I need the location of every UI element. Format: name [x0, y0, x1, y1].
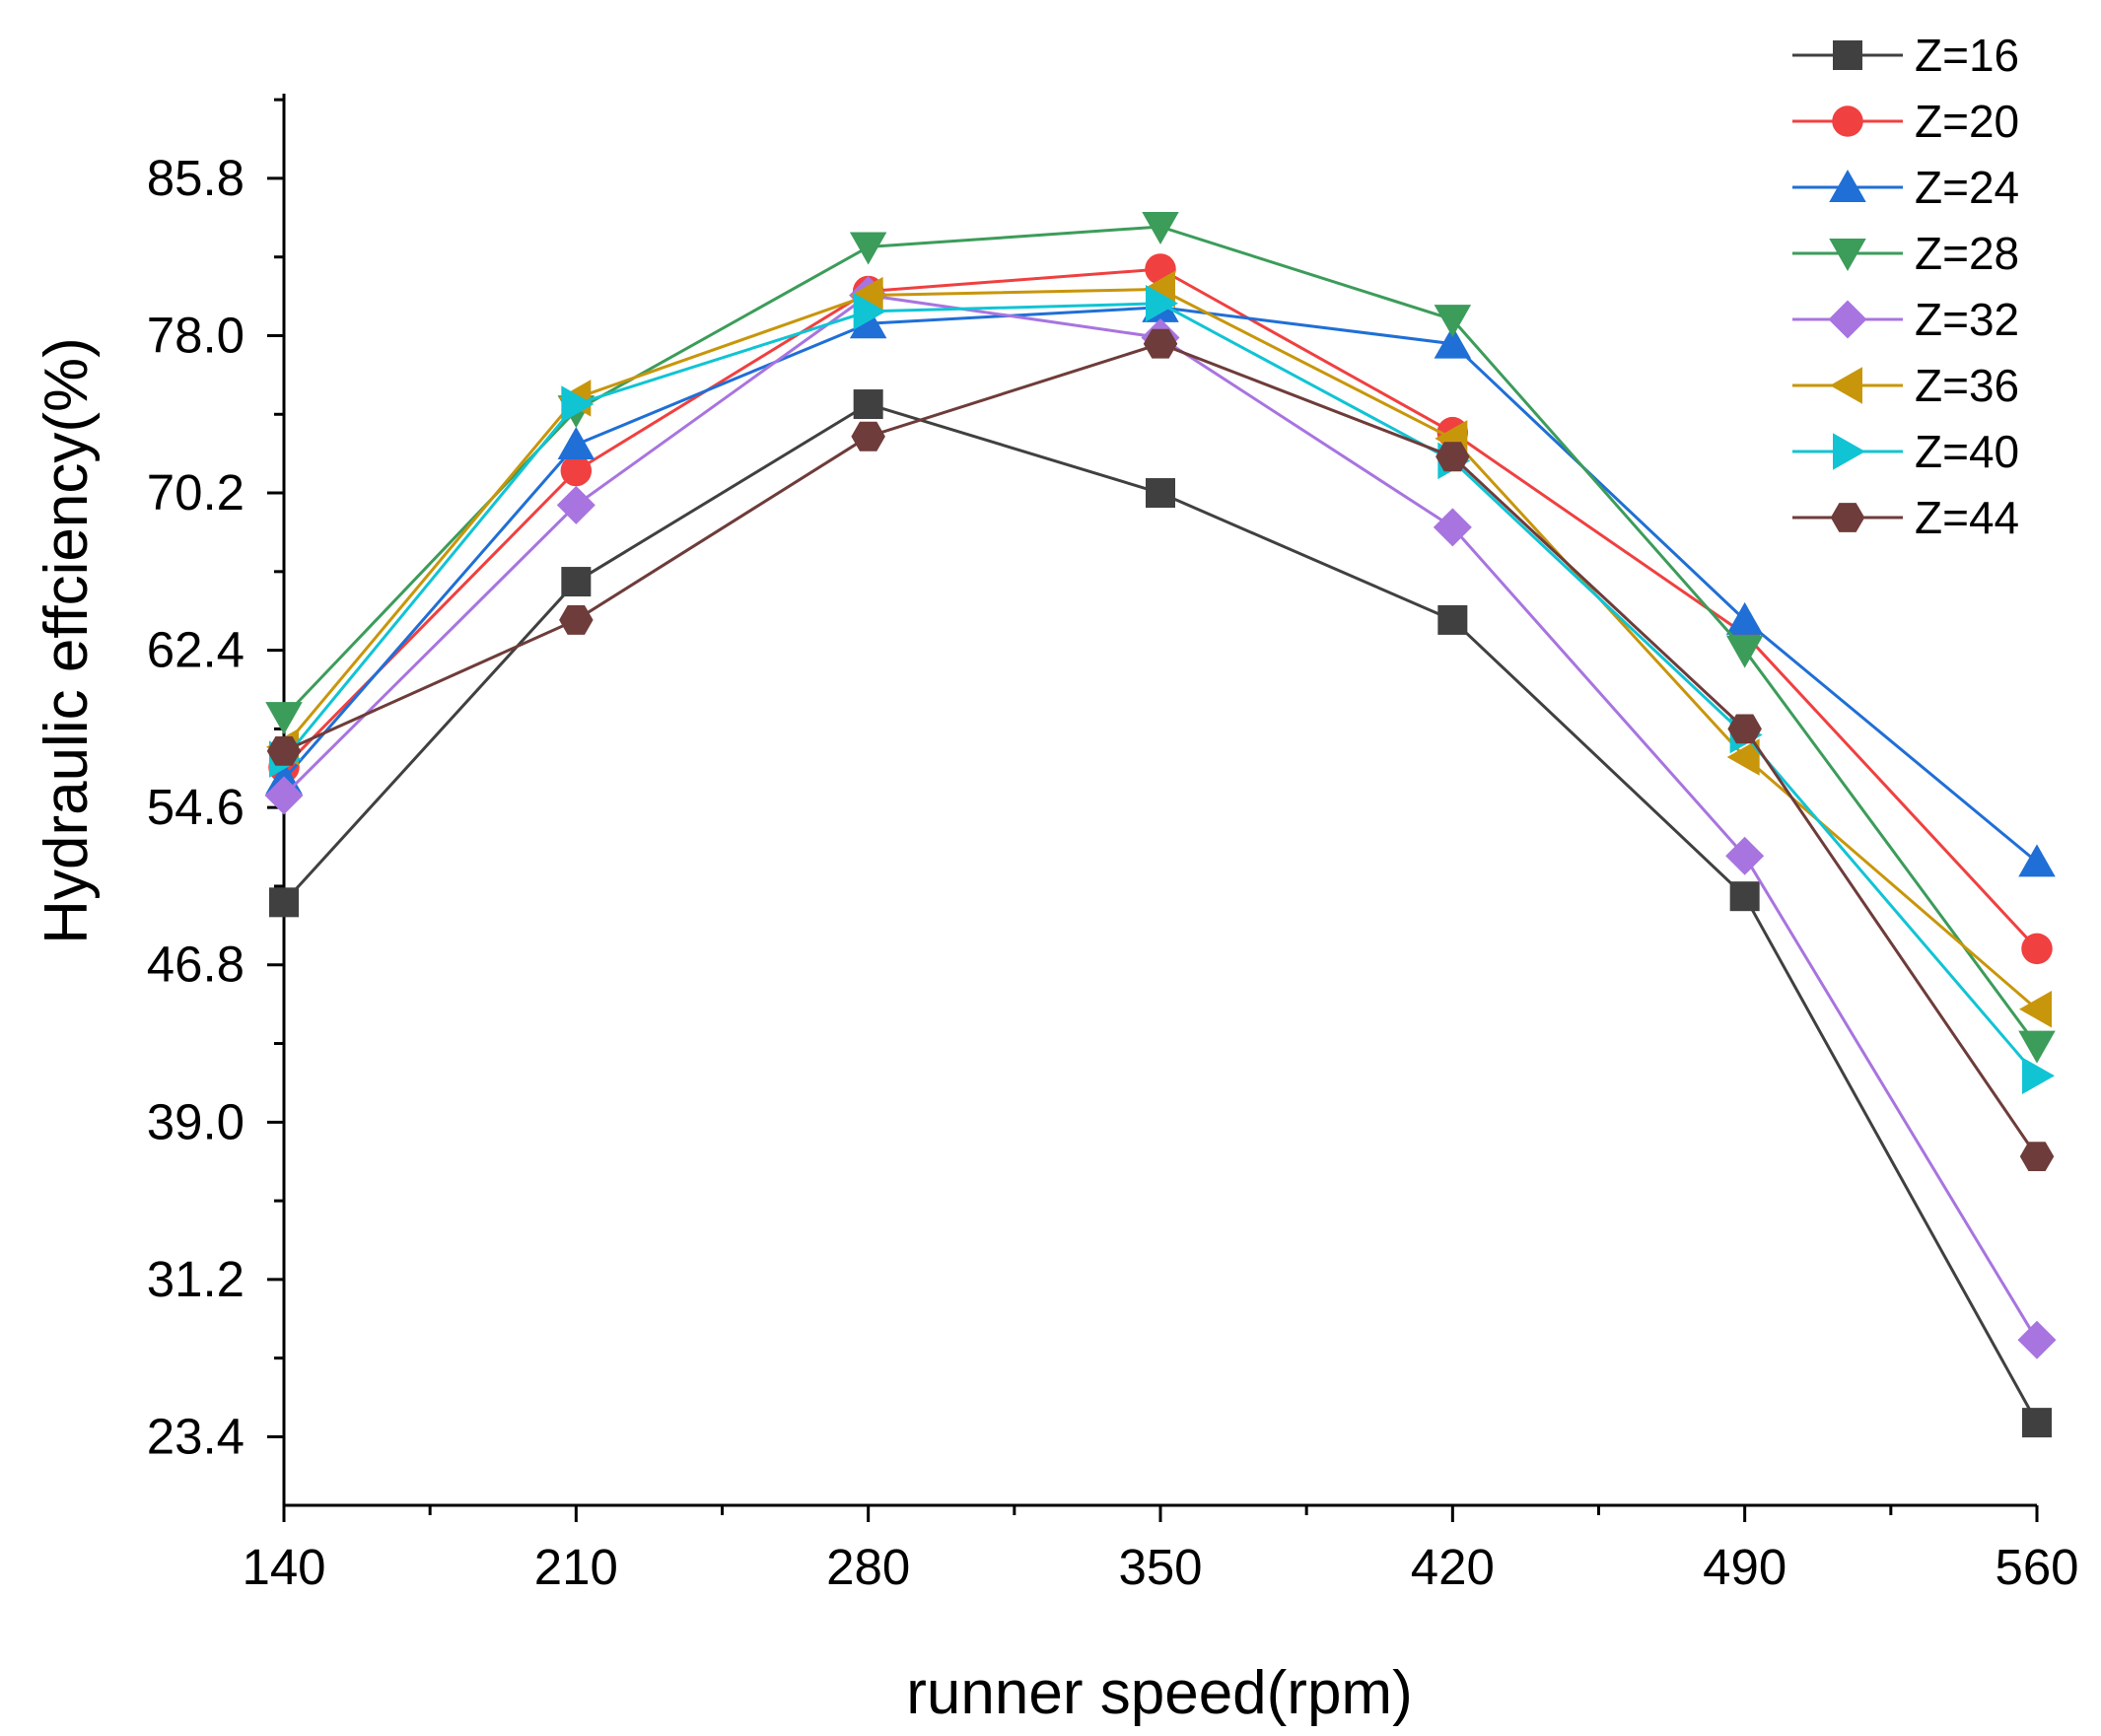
data-point — [1434, 305, 1472, 338]
legend-marker — [1832, 105, 1863, 137]
series-z-20 — [268, 253, 2053, 965]
x-tick-label: 280 — [826, 1539, 910, 1595]
data-point — [561, 385, 595, 423]
data-point — [853, 389, 883, 420]
axis-ticks: 23.4 31.2 39.0 46.8 54.6 62.4 70.2 78.0 85.8 140 2… — [147, 98, 2079, 1595]
legend-label: Z=36 — [1915, 360, 2019, 411]
legend-marker — [1829, 170, 1866, 202]
data-point — [849, 232, 887, 265]
data-point — [560, 454, 593, 487]
data-point — [266, 736, 302, 766]
legend-marker — [1830, 367, 1862, 404]
legend-label: Z=32 — [1915, 294, 2019, 345]
legend-item: Z=20 — [1792, 96, 2019, 147]
legend-item: Z=44 — [1792, 492, 2019, 543]
legend-marker — [1830, 503, 1865, 532]
data-point — [1142, 212, 1179, 245]
x-tick-label: 420 — [1411, 1539, 1495, 1595]
data-point — [1437, 604, 1468, 635]
data-point — [851, 421, 885, 451]
data-point — [1725, 601, 1764, 635]
data-point — [1433, 508, 1472, 547]
data-point — [1725, 635, 1764, 668]
data-point — [850, 276, 883, 314]
series-layer — [264, 212, 2057, 1438]
y-tick-label: 85.8 — [147, 150, 245, 206]
legend-item: Z=16 — [1792, 30, 2019, 81]
data-point — [2019, 991, 2052, 1028]
legend: Z=16 Z=20 Z=24 Z=28 Z=32 Z=36 Z=40 Z=44 — [1792, 30, 2019, 543]
data-point — [1727, 714, 1762, 744]
legend-label: Z=24 — [1915, 162, 2019, 213]
legend-item: Z=36 — [1792, 360, 2019, 411]
x-axis-title: runner speed(rpm) — [906, 1659, 1412, 1727]
data-point — [556, 485, 595, 524]
data-point — [1725, 836, 1765, 875]
series-line — [282, 287, 2038, 1010]
legend-item: Z=24 — [1792, 162, 2019, 213]
x-tick-label: 490 — [1703, 1539, 1786, 1595]
series-z-36 — [266, 270, 2052, 1028]
data-point — [853, 293, 886, 330]
series-line — [282, 267, 2039, 950]
y-tick-label: 54.6 — [147, 779, 245, 835]
data-point — [264, 776, 304, 815]
series-line — [283, 342, 2039, 1157]
data-point — [265, 702, 303, 735]
y-tick-label: 46.8 — [147, 937, 245, 993]
data-point — [2022, 1408, 2052, 1438]
y-tick-label: 31.2 — [147, 1251, 245, 1307]
legend-marker — [1828, 300, 1867, 339]
data-point — [1434, 325, 1472, 359]
data-point — [2021, 933, 2053, 965]
y-tick-label: 78.0 — [147, 307, 245, 363]
legend-label: Z=40 — [1915, 426, 2019, 477]
y-tick-label: 39.0 — [147, 1093, 245, 1149]
legend-item: Z=40 — [1792, 426, 2019, 477]
data-point — [1146, 285, 1178, 322]
x-tick-label: 350 — [1118, 1539, 1202, 1595]
data-point — [1729, 881, 1760, 912]
legend-marker — [1833, 433, 1865, 470]
y-tick-label: 62.4 — [147, 622, 245, 678]
x-tick-label: 210 — [534, 1539, 618, 1595]
data-point — [1436, 442, 1470, 472]
x-tick-label: 560 — [1995, 1539, 2078, 1595]
legend-label: Z=28 — [1915, 228, 2019, 279]
data-point — [2017, 1320, 2057, 1359]
data-point — [2019, 1142, 2055, 1171]
data-point — [269, 887, 299, 918]
legend-item: Z=28 — [1792, 228, 2019, 279]
series-z-32 — [264, 276, 2057, 1359]
data-point — [557, 426, 595, 459]
y-axis-title: Hydraulic effciency(%) — [33, 337, 101, 944]
series-line — [282, 402, 2039, 1424]
legend-marker — [1829, 239, 1866, 271]
legend-label: Z=16 — [1915, 30, 2019, 81]
series-line — [282, 294, 2039, 1342]
data-point — [849, 306, 887, 339]
data-point — [561, 567, 592, 597]
legend-label: Z=20 — [1915, 96, 2019, 147]
legend-label: Z=44 — [1915, 492, 2019, 543]
y-tick-label: 23.4 — [147, 1408, 245, 1464]
series-z-16 — [269, 389, 2052, 1438]
series-z-44 — [266, 328, 2055, 1171]
series-line — [282, 306, 2038, 864]
data-point — [559, 605, 594, 635]
y-tick-label: 70.2 — [147, 464, 245, 521]
x-tick-label: 140 — [242, 1539, 325, 1595]
data-point — [2022, 1057, 2055, 1095]
data-point — [1143, 328, 1178, 359]
legend-item: Z=32 — [1792, 294, 2019, 345]
data-point — [2018, 844, 2056, 877]
legend-marker — [1833, 40, 1862, 70]
data-point — [1726, 738, 1760, 776]
data-point — [1146, 478, 1175, 509]
data-point — [2018, 1030, 2056, 1064]
